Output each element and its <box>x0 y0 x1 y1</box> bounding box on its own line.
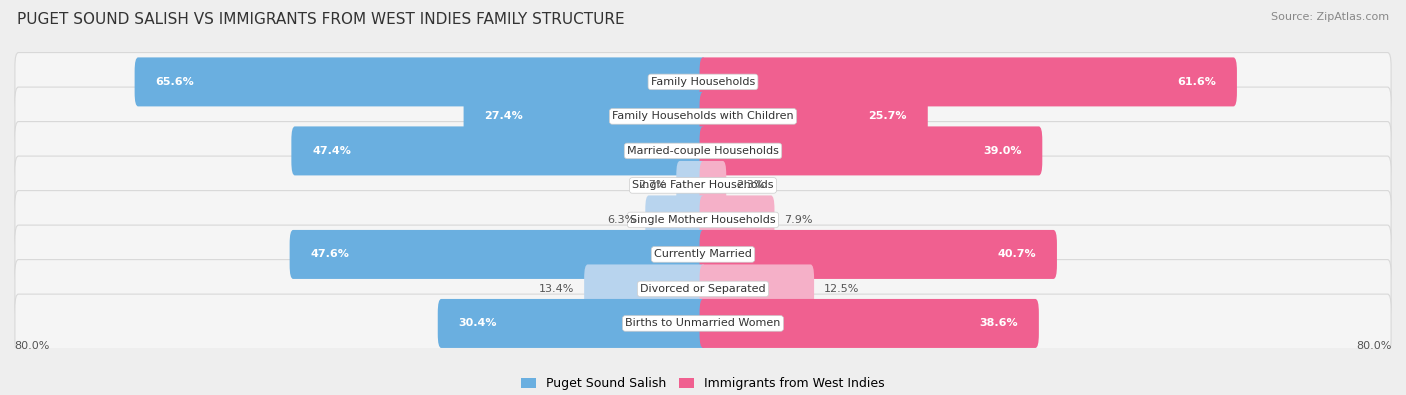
FancyBboxPatch shape <box>700 299 1039 348</box>
Text: Divorced or Separated: Divorced or Separated <box>640 284 766 294</box>
Text: 25.7%: 25.7% <box>869 111 907 121</box>
Text: Single Father Households: Single Father Households <box>633 181 773 190</box>
Legend: Puget Sound Salish, Immigrants from West Indies: Puget Sound Salish, Immigrants from West… <box>516 372 890 395</box>
Text: 47.4%: 47.4% <box>312 146 352 156</box>
Text: 2.3%: 2.3% <box>735 181 763 190</box>
Text: 13.4%: 13.4% <box>540 284 575 294</box>
Text: 65.6%: 65.6% <box>155 77 194 87</box>
FancyBboxPatch shape <box>700 230 1057 279</box>
FancyBboxPatch shape <box>700 196 775 245</box>
Text: 61.6%: 61.6% <box>1177 77 1216 87</box>
Text: Married-couple Households: Married-couple Households <box>627 146 779 156</box>
Text: 7.9%: 7.9% <box>785 215 813 225</box>
FancyBboxPatch shape <box>15 260 1391 318</box>
FancyBboxPatch shape <box>700 92 928 141</box>
FancyBboxPatch shape <box>15 294 1391 353</box>
Text: 39.0%: 39.0% <box>983 146 1022 156</box>
FancyBboxPatch shape <box>15 122 1391 180</box>
FancyBboxPatch shape <box>464 92 706 141</box>
Text: 47.6%: 47.6% <box>311 249 349 260</box>
Text: 27.4%: 27.4% <box>484 111 523 121</box>
Text: 30.4%: 30.4% <box>458 318 496 329</box>
Text: 2.7%: 2.7% <box>638 181 666 190</box>
Text: 80.0%: 80.0% <box>1357 341 1392 351</box>
Text: 38.6%: 38.6% <box>980 318 1018 329</box>
Text: Currently Married: Currently Married <box>654 249 752 260</box>
Text: Family Households with Children: Family Households with Children <box>612 111 794 121</box>
FancyBboxPatch shape <box>15 53 1391 111</box>
FancyBboxPatch shape <box>700 126 1042 175</box>
FancyBboxPatch shape <box>15 156 1391 215</box>
FancyBboxPatch shape <box>15 191 1391 249</box>
Text: Single Mother Households: Single Mother Households <box>630 215 776 225</box>
FancyBboxPatch shape <box>291 126 706 175</box>
Text: Family Households: Family Households <box>651 77 755 87</box>
FancyBboxPatch shape <box>700 161 727 210</box>
FancyBboxPatch shape <box>645 196 706 245</box>
Text: 6.3%: 6.3% <box>607 215 636 225</box>
Text: 12.5%: 12.5% <box>824 284 859 294</box>
Text: Source: ZipAtlas.com: Source: ZipAtlas.com <box>1271 12 1389 22</box>
Text: 40.7%: 40.7% <box>998 249 1036 260</box>
FancyBboxPatch shape <box>676 161 706 210</box>
Text: Births to Unmarried Women: Births to Unmarried Women <box>626 318 780 329</box>
FancyBboxPatch shape <box>583 264 706 314</box>
FancyBboxPatch shape <box>15 225 1391 284</box>
FancyBboxPatch shape <box>437 299 706 348</box>
FancyBboxPatch shape <box>290 230 706 279</box>
FancyBboxPatch shape <box>135 57 706 106</box>
FancyBboxPatch shape <box>700 264 814 314</box>
Text: 80.0%: 80.0% <box>14 341 49 351</box>
FancyBboxPatch shape <box>700 57 1237 106</box>
FancyBboxPatch shape <box>15 87 1391 146</box>
Text: PUGET SOUND SALISH VS IMMIGRANTS FROM WEST INDIES FAMILY STRUCTURE: PUGET SOUND SALISH VS IMMIGRANTS FROM WE… <box>17 12 624 27</box>
